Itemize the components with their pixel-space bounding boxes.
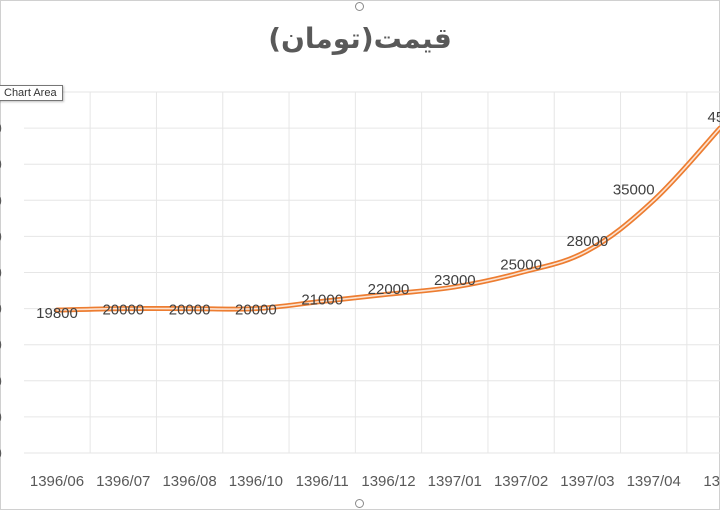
data-point-1397/04[interactable] bbox=[652, 198, 656, 202]
y-tick-stub-4: 0 bbox=[0, 301, 2, 317]
data-label-1397/05: 450 bbox=[707, 109, 720, 126]
series-line-group[interactable] bbox=[54, 125, 720, 313]
x-tick-label-0: 1396/06 bbox=[30, 473, 84, 490]
x-tick-label-3: 1396/10 bbox=[229, 473, 283, 490]
x-tick-label-1: 1396/07 bbox=[96, 473, 150, 490]
x-axis-tick-labels: 1396/06 1396/07 1396/08 1396/10 1396/11 1396/… bbox=[30, 473, 720, 490]
data-label-1397/03: 28000 bbox=[567, 233, 609, 250]
y-tick-stub-1: 0 bbox=[0, 409, 2, 425]
data-labels: 19800 20000 20000 20000 21000 22000 23000 25000… bbox=[36, 109, 720, 322]
data-label-1396/07: 20000 bbox=[102, 302, 144, 319]
top-resize-handle[interactable] bbox=[355, 2, 364, 11]
y-tick-stub-6: 0 bbox=[0, 228, 2, 244]
data-label-1396/08: 20000 bbox=[169, 302, 211, 319]
y-tick-stub-0: 0 bbox=[0, 445, 2, 461]
data-label-1397/04: 35000 bbox=[613, 181, 655, 198]
series-line-highlight bbox=[56, 127, 720, 311]
x-tick-label-6: 1397/01 bbox=[428, 473, 482, 490]
data-label-1396/11: 21000 bbox=[301, 291, 343, 308]
y-axis-tick-marks: 00000000000 bbox=[0, 84, 2, 461]
y-tick-stub-8: 0 bbox=[0, 156, 2, 172]
chart-title[interactable]: قيمت(تومان) bbox=[268, 22, 452, 55]
data-label-1397/02: 25000 bbox=[500, 257, 542, 274]
y-tick-stub-5: 0 bbox=[0, 265, 2, 281]
x-tick-label-9: 1397/04 bbox=[627, 473, 681, 490]
x-tick-label-5: 1396/12 bbox=[361, 473, 415, 490]
bottom-resize-handle[interactable] bbox=[355, 499, 364, 508]
x-tick-label-7: 1397/02 bbox=[494, 473, 548, 490]
x-tick-label-4: 1396/11 bbox=[296, 473, 349, 490]
x-tick-label-10: 1397 bbox=[703, 473, 720, 490]
x-tick-label-2: 1396/08 bbox=[162, 473, 216, 490]
data-label-1397/01: 23000 bbox=[434, 272, 476, 289]
data-label-1396/06: 19800 bbox=[36, 305, 78, 322]
data-label-1396/12: 22000 bbox=[368, 281, 410, 298]
gridlines bbox=[24, 91, 720, 454]
y-tick-stub-2: 0 bbox=[0, 373, 2, 389]
y-tick-stub-7: 0 bbox=[0, 192, 2, 208]
x-tick-label-8: 1397/03 bbox=[560, 473, 614, 490]
y-tick-stub-9: 0 bbox=[0, 120, 2, 136]
chart-area-tooltip: Chart Area bbox=[0, 85, 63, 101]
y-tick-stub-3: 0 bbox=[0, 337, 2, 353]
data-label-1396/10: 20000 bbox=[235, 302, 277, 319]
